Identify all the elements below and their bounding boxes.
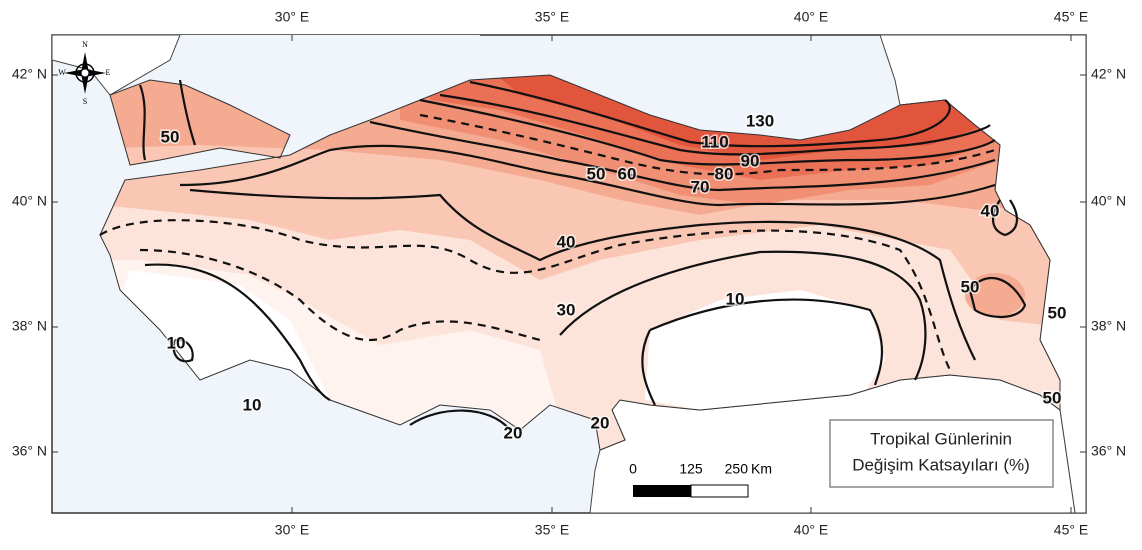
scale-label: 250 xyxy=(725,461,749,477)
compass-label: E xyxy=(106,68,111,77)
contour-label: 20 xyxy=(504,423,523,442)
lat-label: 36° N xyxy=(12,443,47,459)
scale-unit: Km xyxy=(751,461,772,477)
scale-label: 0 xyxy=(629,461,637,477)
contour-label: 50 xyxy=(961,277,980,296)
contour-label: 90 xyxy=(741,151,760,170)
lon-label: 45° E xyxy=(1054,9,1088,25)
legend-title: Değişim Katsayıları (%) xyxy=(852,455,1030,474)
lon-label: 35° E xyxy=(535,9,569,25)
compass xyxy=(64,52,106,94)
contour-label: 50 xyxy=(1048,303,1067,322)
contour-label: 20 xyxy=(591,413,610,432)
compass-label: N xyxy=(82,40,88,49)
legend-box xyxy=(829,419,1054,488)
compass-label: S xyxy=(83,97,87,106)
contour-label: 80 xyxy=(715,164,734,183)
lat-label: 38° N xyxy=(12,318,47,334)
compass-label: W xyxy=(58,68,66,77)
lat-label: 42° N xyxy=(1091,66,1126,82)
contour-label: 110 xyxy=(701,132,728,151)
contour-label: 10 xyxy=(243,395,262,414)
contour-label: 10 xyxy=(726,289,745,308)
lon-label: 45° E xyxy=(1054,522,1088,538)
contour-label: 60 xyxy=(618,164,637,183)
lat-label: 36° N xyxy=(1091,443,1126,459)
lat-label: 38° N xyxy=(1091,318,1126,334)
contour-label: 40 xyxy=(557,232,576,251)
contour-lines xyxy=(99,79,1027,431)
scale-bar xyxy=(690,484,749,498)
contour-label: 70 xyxy=(691,177,710,196)
lon-label: 40° E xyxy=(794,9,828,25)
contour-label: 50 xyxy=(587,164,606,183)
lon-label: 30° E xyxy=(275,9,309,25)
lon-label: 35° E xyxy=(535,522,569,538)
scale-bar xyxy=(633,485,691,497)
lat-label: 40° N xyxy=(1091,193,1126,209)
lat-label: 40° N xyxy=(12,193,47,209)
contour-label: 40 xyxy=(981,201,1000,220)
contour-label: 10 xyxy=(167,333,186,352)
contour-label: 50 xyxy=(161,127,180,146)
legend-title: Tropikal Günlerinin xyxy=(870,429,1012,448)
coastline xyxy=(99,74,1061,451)
lat-label: 42° N xyxy=(12,66,47,82)
contour-label: 30 xyxy=(557,300,576,319)
lon-label: 30° E xyxy=(275,522,309,538)
contour-label: 50 xyxy=(1043,388,1062,407)
lon-label: 40° E xyxy=(794,522,828,538)
contour-label: 130 xyxy=(746,111,774,130)
scale-label: 125 xyxy=(679,461,703,477)
